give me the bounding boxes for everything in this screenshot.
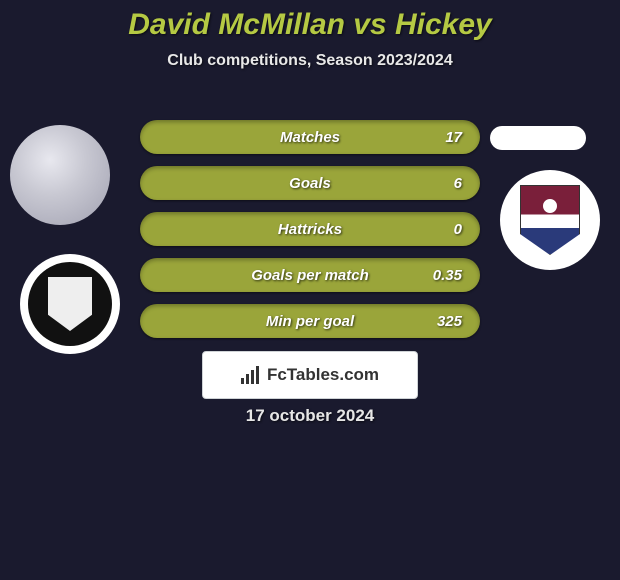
club-badge-left [20, 254, 120, 354]
club-badge-right [500, 170, 600, 270]
date-text: 17 october 2024 [0, 406, 620, 426]
branding-box: FcTables.com [202, 351, 418, 399]
stat-bar-goals: Goals 6 [140, 166, 480, 200]
stat-label: Matches [280, 129, 340, 146]
stat-value: 6 [454, 175, 462, 192]
shield-icon [48, 277, 92, 331]
page-title: David McMillan vs Hickey [0, 0, 620, 42]
stat-bar-goals-per-match: Goals per match 0.35 [140, 258, 480, 292]
stat-label: Hattricks [278, 221, 342, 238]
stat-bar-hattricks: Hattricks 0 [140, 212, 480, 246]
stat-bar-min-per-goal: Min per goal 325 [140, 304, 480, 338]
stat-bar-matches: Matches 17 [140, 120, 480, 154]
ball-icon [542, 198, 558, 214]
stat-value: 0 [454, 221, 462, 238]
stat-label: Min per goal [266, 313, 354, 330]
player-right-placeholder [490, 126, 586, 150]
stat-bars-container: Matches 17 Goals 6 Hattricks 0 Goals per… [140, 120, 480, 350]
page-subtitle: Club competitions, Season 2023/2024 [0, 52, 620, 70]
stat-value: 0.35 [433, 267, 462, 284]
stat-label: Goals per match [251, 267, 369, 284]
player-left-avatar [10, 125, 110, 225]
stat-value: 325 [437, 313, 462, 330]
shield-icon [520, 185, 580, 255]
branding-text: FcTables.com [267, 365, 379, 385]
chart-icon [241, 366, 261, 384]
stat-label: Goals [289, 175, 331, 192]
stat-value: 17 [445, 129, 462, 146]
